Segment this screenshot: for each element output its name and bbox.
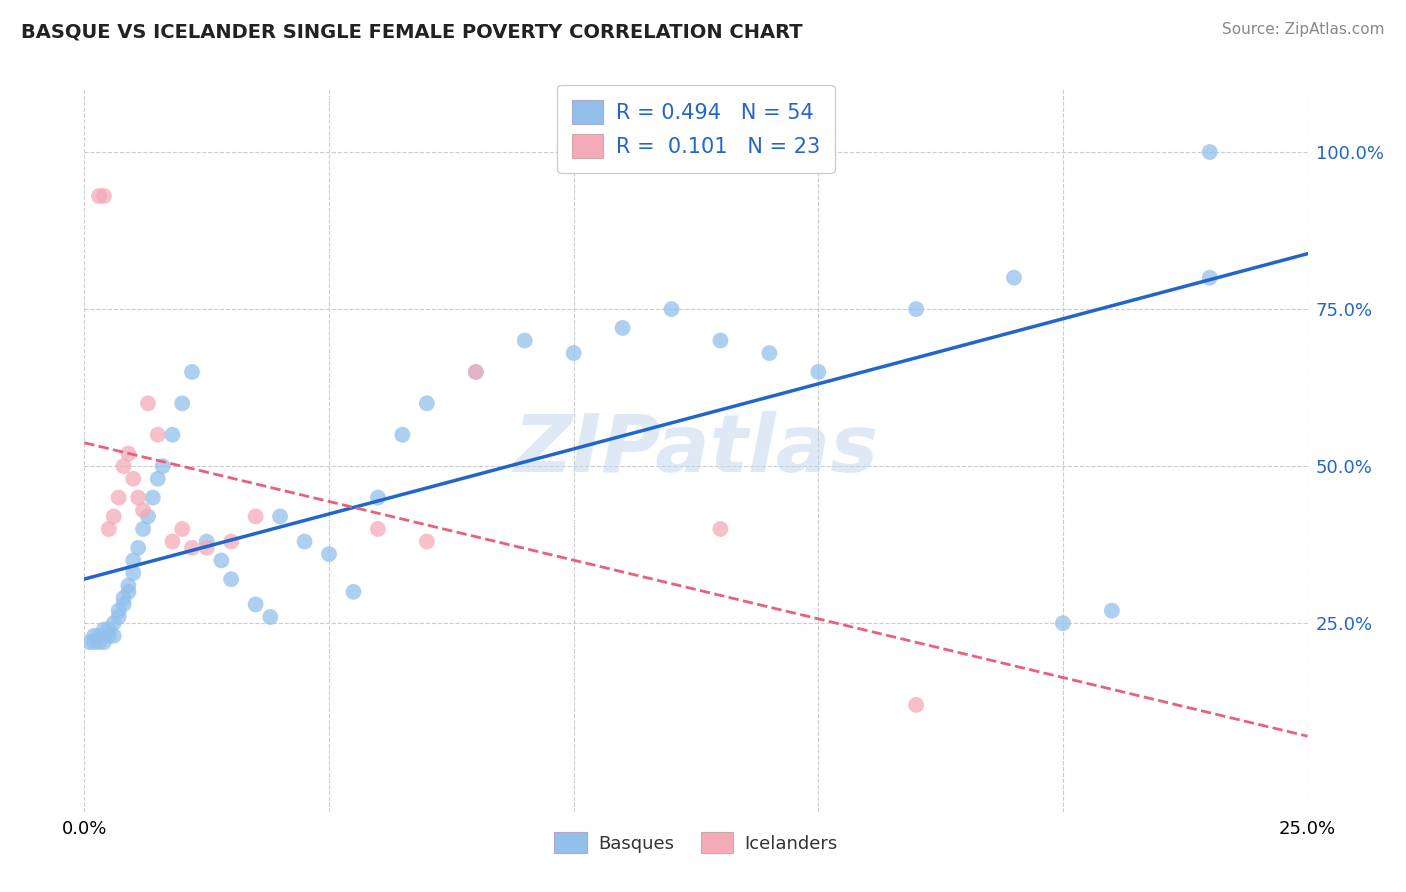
Point xyxy=(1052,616,1074,631)
Point xyxy=(367,491,389,505)
Point xyxy=(122,553,145,567)
Point xyxy=(162,534,184,549)
Point xyxy=(367,522,389,536)
Point xyxy=(1002,270,1025,285)
Point xyxy=(136,396,159,410)
Point xyxy=(1198,270,1220,285)
Point xyxy=(172,396,194,410)
Point xyxy=(117,584,139,599)
Point xyxy=(83,635,105,649)
Point xyxy=(294,534,316,549)
Point xyxy=(464,365,486,379)
Point xyxy=(103,616,125,631)
Point xyxy=(117,447,139,461)
Point xyxy=(97,629,120,643)
Point xyxy=(162,427,184,442)
Point xyxy=(807,365,830,379)
Point xyxy=(107,610,129,624)
Point xyxy=(152,459,174,474)
Point xyxy=(122,472,145,486)
Point xyxy=(342,584,364,599)
Point xyxy=(127,541,149,555)
Point xyxy=(112,598,135,612)
Point xyxy=(172,522,194,536)
Point xyxy=(87,189,110,203)
Point xyxy=(758,346,780,360)
Point xyxy=(103,629,125,643)
Point xyxy=(391,427,413,442)
Point xyxy=(87,635,110,649)
Point xyxy=(245,598,267,612)
Point xyxy=(103,509,125,524)
Point xyxy=(709,522,731,536)
Point xyxy=(416,534,439,549)
Point xyxy=(132,503,155,517)
Point xyxy=(905,302,928,317)
Point xyxy=(146,427,169,442)
Point xyxy=(97,623,120,637)
Point xyxy=(77,635,100,649)
Point xyxy=(513,334,536,348)
Point xyxy=(117,578,139,592)
Point xyxy=(318,547,340,561)
Point xyxy=(464,365,486,379)
Point xyxy=(132,522,155,536)
Point xyxy=(269,509,291,524)
Point xyxy=(562,346,585,360)
Point xyxy=(93,189,115,203)
Point xyxy=(93,635,115,649)
Point xyxy=(122,566,145,580)
Point xyxy=(219,534,242,549)
Point xyxy=(195,534,218,549)
Text: Source: ZipAtlas.com: Source: ZipAtlas.com xyxy=(1222,22,1385,37)
Legend: Basques, Icelanders: Basques, Icelanders xyxy=(547,825,845,861)
Text: BASQUE VS ICELANDER SINGLE FEMALE POVERTY CORRELATION CHART: BASQUE VS ICELANDER SINGLE FEMALE POVERT… xyxy=(21,22,803,41)
Point xyxy=(97,522,120,536)
Point xyxy=(142,491,165,505)
Point xyxy=(612,321,634,335)
Point xyxy=(107,491,129,505)
Point xyxy=(1198,145,1220,159)
Point xyxy=(136,509,159,524)
Point xyxy=(112,459,135,474)
Point xyxy=(259,610,281,624)
Point xyxy=(416,396,439,410)
Point xyxy=(1101,604,1123,618)
Point xyxy=(83,629,105,643)
Point xyxy=(181,541,204,555)
Point xyxy=(146,472,169,486)
Point xyxy=(107,604,129,618)
Point xyxy=(93,623,115,637)
Point xyxy=(87,629,110,643)
Point xyxy=(181,365,204,379)
Point xyxy=(219,572,242,586)
Point xyxy=(905,698,928,712)
Point xyxy=(127,491,149,505)
Text: ZIPatlas: ZIPatlas xyxy=(513,411,879,490)
Point xyxy=(195,541,218,555)
Point xyxy=(709,334,731,348)
Point xyxy=(209,553,232,567)
Point xyxy=(112,591,135,606)
Point xyxy=(661,302,683,317)
Point xyxy=(245,509,267,524)
